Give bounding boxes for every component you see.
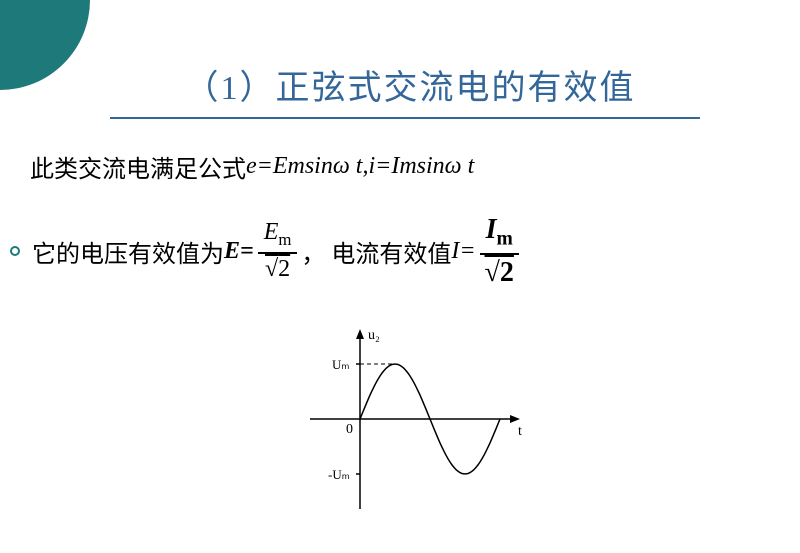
- svg-text:t: t: [518, 424, 522, 439]
- eq1-lhs: E=: [224, 238, 254, 265]
- svg-text:-Uₘ: -Uₘ: [328, 467, 350, 482]
- frac1-num-sub: m: [278, 230, 291, 249]
- slide-title: （1）正弦式交流电的有效值: [60, 60, 760, 109]
- line2-text: 它的电压有效值为: [32, 234, 224, 269]
- line-2: 它的电压有效值为 E= Em √2 ， 电流有效值 I= Im √2: [10, 214, 760, 289]
- svg-text:0: 0: [346, 422, 353, 437]
- title-underline: [110, 117, 700, 119]
- frac2-den: √2: [485, 255, 514, 289]
- frac1-num-var: E: [264, 219, 279, 245]
- sine-wave-graph: u₂ t 0 Uₘ -Uₘ: [290, 319, 530, 519]
- eq2-lhs: I=: [451, 238, 475, 265]
- frac1-radical: √: [265, 256, 278, 282]
- svg-text:Uₘ: Uₘ: [332, 357, 350, 372]
- frac2-den-val: 2: [500, 257, 514, 288]
- frac2-num-var: I: [486, 214, 497, 245]
- frac1-den-val: 2: [278, 256, 290, 282]
- formula-1: e=Emsinω t,i=Imsinω t: [246, 153, 474, 180]
- line-1: 此类交流电满足公式 e=Emsinω t,i=Imsinω t: [30, 149, 760, 184]
- graph-container: u₂ t 0 Uₘ -Uₘ: [60, 319, 760, 519]
- line1-text: 此类交流电满足公式: [30, 149, 246, 184]
- fraction-1: Em √2: [258, 219, 298, 283]
- frac2-num: Im: [480, 214, 519, 255]
- frac2-num-sub: m: [497, 229, 513, 250]
- slide-content: （1）正弦式交流电的有效值 此类交流电满足公式 e=Emsinω t,i=Ims…: [0, 0, 800, 519]
- bullet-icon: [10, 246, 20, 256]
- frac1-den: √2: [265, 254, 290, 283]
- line2-mid: ， 电流有效值: [301, 234, 451, 269]
- fraction-2: Im √2: [480, 214, 519, 289]
- svg-text:u₂: u₂: [368, 328, 380, 343]
- frac1-num: Em: [258, 219, 298, 254]
- frac2-radical: √: [485, 257, 500, 288]
